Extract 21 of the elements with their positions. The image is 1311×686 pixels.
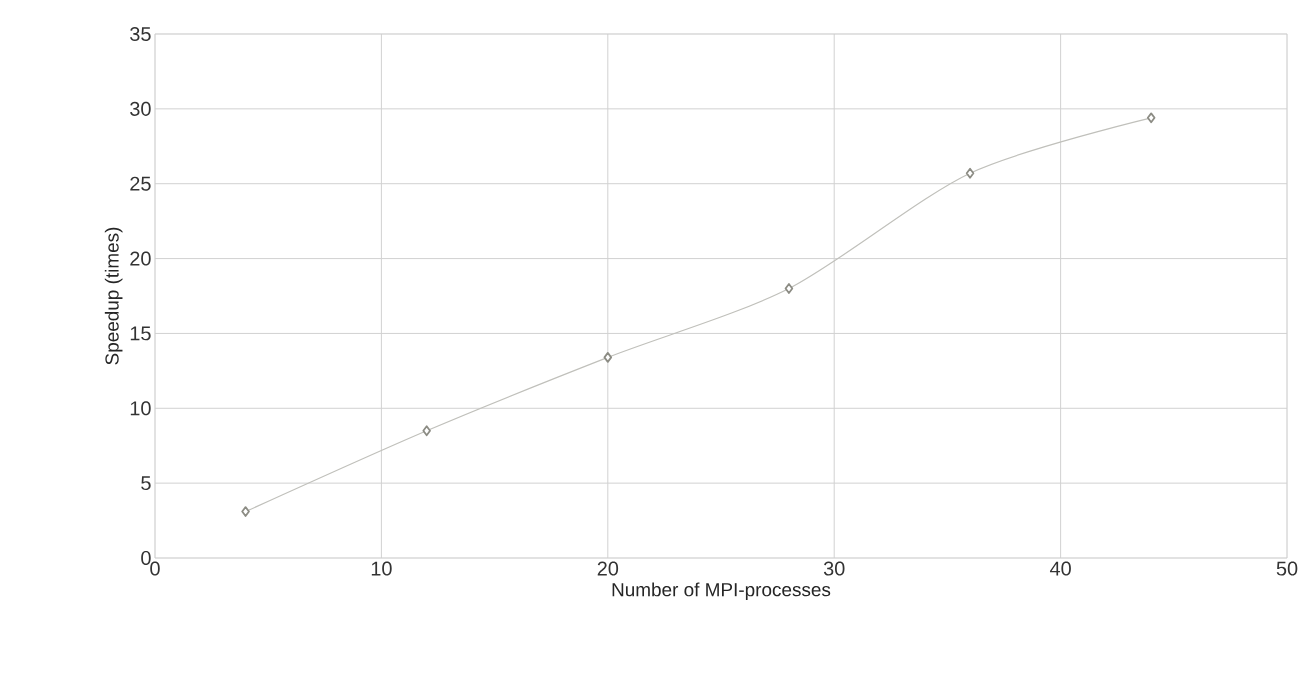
x-tick-label: 10 (371, 561, 392, 576)
y-tick-label: 10 (130, 401, 151, 416)
x-tick-label: 40 (1049, 561, 1071, 576)
point (241, 506, 250, 517)
x-tick-label: 30 (823, 561, 845, 576)
y-tick-label: 35 (130, 26, 151, 42)
y-axis-title: Speedup (times) (104, 227, 123, 365)
y-tick-label: 25 (130, 176, 151, 191)
point (422, 425, 431, 437)
point (1146, 112, 1156, 124)
point (784, 283, 794, 294)
point (965, 167, 975, 179)
point (603, 352, 613, 363)
x-tick-label: 20 (597, 561, 619, 576)
y-tick-label: 0 (141, 550, 151, 566)
y-tick-label: 15 (130, 326, 151, 341)
x-axis-title: Number of MPI-processes (612, 582, 831, 601)
x-tick-label: 50 (1276, 561, 1298, 576)
y-tick-label: 20 (130, 251, 151, 266)
y-tick-label: 5 (141, 476, 151, 491)
y-tick-label: 30 (130, 101, 151, 116)
